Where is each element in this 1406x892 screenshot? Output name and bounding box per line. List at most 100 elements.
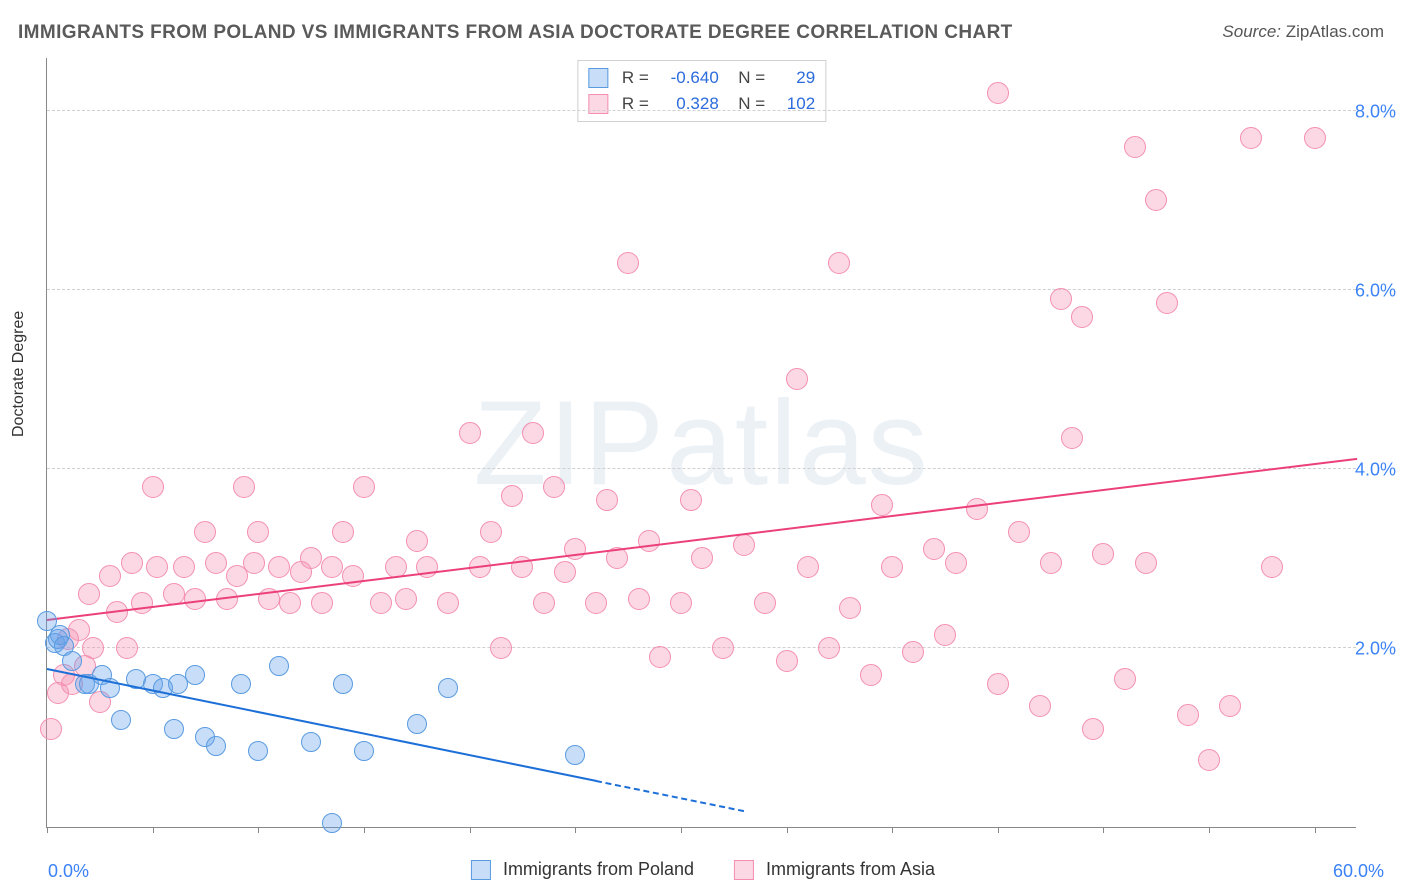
data-point xyxy=(173,556,195,578)
data-point xyxy=(407,714,427,734)
data-point xyxy=(712,637,734,659)
x-tick xyxy=(681,827,682,833)
x-tick xyxy=(1103,827,1104,833)
data-point xyxy=(131,592,153,614)
correlation-stats-box: R =-0.640 N =29R =0.328 N =102 xyxy=(577,60,826,122)
data-point xyxy=(333,674,353,694)
legend-swatch xyxy=(734,860,754,880)
source-value: ZipAtlas.com xyxy=(1286,22,1384,41)
stat-n-label: N = xyxy=(729,91,765,117)
data-point xyxy=(185,665,205,685)
data-point xyxy=(522,422,544,444)
y-tick-label: 2.0% xyxy=(1355,638,1396,659)
data-point xyxy=(194,521,216,543)
data-point xyxy=(269,656,289,676)
data-point xyxy=(40,718,62,740)
data-point xyxy=(68,619,90,641)
trend-line xyxy=(47,668,597,782)
data-point xyxy=(945,552,967,574)
data-point xyxy=(111,710,131,730)
data-point xyxy=(828,252,850,274)
data-point xyxy=(617,252,639,274)
stat-n-value: 102 xyxy=(775,91,815,117)
data-point xyxy=(247,521,269,543)
x-tick xyxy=(258,827,259,833)
data-point xyxy=(628,588,650,610)
data-point xyxy=(490,637,512,659)
data-point xyxy=(438,678,458,698)
stat-n-value: 29 xyxy=(775,65,815,91)
data-point xyxy=(565,745,585,765)
gridline xyxy=(47,647,1356,648)
x-tick xyxy=(1209,827,1210,833)
data-point xyxy=(860,664,882,686)
data-point xyxy=(321,556,343,578)
legend-item: Immigrants from Poland xyxy=(471,859,694,880)
data-point xyxy=(279,592,301,614)
data-point xyxy=(786,368,808,390)
data-point xyxy=(1156,292,1178,314)
data-point xyxy=(1240,127,1262,149)
data-point xyxy=(300,547,322,569)
data-point xyxy=(533,592,555,614)
data-point xyxy=(116,637,138,659)
legend-label: Immigrants from Asia xyxy=(766,859,935,880)
x-tick xyxy=(364,827,365,833)
x-tick xyxy=(998,827,999,833)
watermark: ZIPatlas xyxy=(473,374,929,512)
data-point xyxy=(543,476,565,498)
data-point xyxy=(1177,704,1199,726)
source-attribution: Source: ZipAtlas.com xyxy=(1222,22,1384,42)
data-point xyxy=(501,485,523,507)
data-point xyxy=(966,498,988,520)
legend-swatch xyxy=(588,94,608,114)
plot-area: ZIPatlas R =-0.640 N =29R =0.328 N =102 xyxy=(46,58,1356,828)
chart-container: IMMIGRANTS FROM POLAND VS IMMIGRANTS FRO… xyxy=(0,0,1406,892)
data-point xyxy=(839,597,861,619)
y-tick-label: 4.0% xyxy=(1355,459,1396,480)
data-point xyxy=(1124,136,1146,158)
x-tick xyxy=(787,827,788,833)
data-point xyxy=(649,646,671,668)
data-point xyxy=(1219,695,1241,717)
data-point xyxy=(754,592,776,614)
data-point xyxy=(1261,556,1283,578)
data-point xyxy=(797,556,819,578)
data-point xyxy=(871,494,893,516)
trend-line xyxy=(596,780,744,812)
data-point xyxy=(691,547,713,569)
data-point xyxy=(142,476,164,498)
stat-n-label: N = xyxy=(729,65,765,91)
gridline xyxy=(47,468,1356,469)
data-point xyxy=(406,530,428,552)
data-point xyxy=(1135,552,1157,574)
data-point xyxy=(1198,749,1220,771)
data-point xyxy=(934,624,956,646)
data-point xyxy=(332,521,354,543)
data-point xyxy=(231,674,251,694)
data-point xyxy=(1040,552,1062,574)
data-point xyxy=(680,489,702,511)
x-axis-max-label: 60.0% xyxy=(1333,861,1384,882)
y-axis-label: Doctorate Degree xyxy=(10,311,28,437)
data-point xyxy=(670,592,692,614)
data-point xyxy=(459,422,481,444)
data-point xyxy=(206,736,226,756)
data-point xyxy=(596,489,618,511)
data-point xyxy=(987,82,1009,104)
data-point xyxy=(1061,427,1083,449)
data-point xyxy=(437,592,459,614)
legend-item: Immigrants from Asia xyxy=(734,859,935,880)
stat-r-label: R = xyxy=(622,91,649,117)
y-tick-label: 6.0% xyxy=(1355,280,1396,301)
stats-row: R =-0.640 N =29 xyxy=(588,65,815,91)
data-point xyxy=(121,552,143,574)
stat-r-value: 0.328 xyxy=(659,91,719,117)
gridline xyxy=(47,110,1356,111)
x-tick xyxy=(892,827,893,833)
data-point xyxy=(1145,189,1167,211)
data-point xyxy=(923,538,945,560)
data-point xyxy=(243,552,265,574)
data-point xyxy=(353,476,375,498)
chart-title: IMMIGRANTS FROM POLAND VS IMMIGRANTS FRO… xyxy=(18,22,1013,44)
